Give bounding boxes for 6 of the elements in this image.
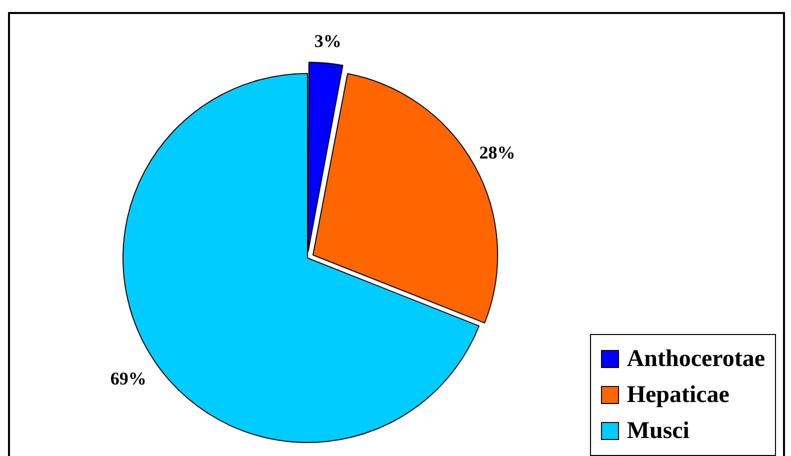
legend-label: Hepaticae	[626, 382, 730, 408]
data-label: 69%	[110, 368, 146, 388]
data-label: 28%	[479, 142, 516, 162]
data-label: 3%	[314, 31, 342, 52]
legend-label: Anthocerotae	[626, 346, 765, 372]
legend-label: Musci	[626, 418, 690, 444]
